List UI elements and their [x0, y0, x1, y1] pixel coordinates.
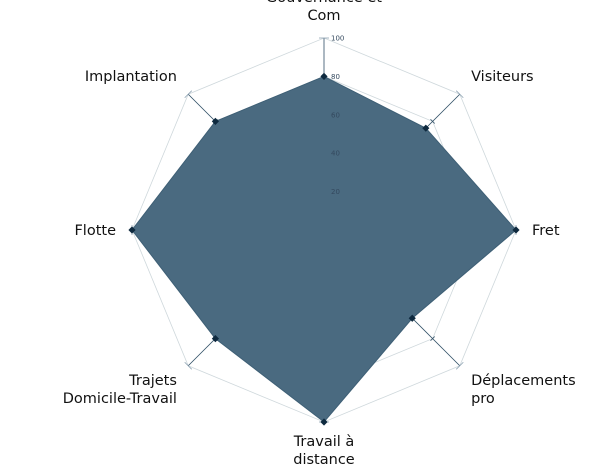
axis-tick-mark [184, 361, 193, 370]
tick-label: 40 [331, 150, 340, 158]
axis-label: Visiteurs [471, 69, 534, 85]
axis-label: pro [471, 391, 495, 407]
axis-tick-mark [455, 361, 464, 370]
data-point [422, 124, 430, 132]
axis-label: Flotte [74, 223, 116, 239]
tick-label: 80 [331, 73, 340, 81]
axis-label: Fret [532, 223, 560, 239]
tick-label: 60 [331, 111, 340, 119]
data-point [320, 418, 328, 426]
axis-tick-mark [184, 90, 193, 99]
axis-label: Travail à [293, 434, 355, 450]
axis-tick-mark [430, 336, 436, 342]
data-point [211, 335, 219, 343]
axis-label: Gouvernance et [266, 0, 382, 6]
radar-series [128, 72, 520, 426]
axis-tick-mark [430, 118, 436, 124]
tick-label: 100 [331, 35, 344, 43]
data-point [512, 226, 520, 234]
data-point [408, 314, 416, 322]
data-point [320, 72, 328, 80]
axis-label: Com [307, 8, 340, 24]
tick-label: 20 [331, 188, 340, 196]
axis-tick-mark [455, 90, 464, 99]
axis-label: Trajets [128, 373, 177, 389]
axis-label: Déplacements [471, 373, 576, 389]
axis-label: distance [293, 452, 355, 468]
series-area [131, 75, 517, 423]
data-point [128, 226, 136, 234]
radial-tick-labels: 20 40 60 80 100 [331, 35, 344, 197]
axis-label: Implantation [85, 69, 177, 85]
axis-label: Domicile-Travail [63, 391, 177, 407]
radar-axis-labels: Gouvernance et Com Visiteurs Fret Déplacemen… [63, 0, 576, 468]
data-point [211, 117, 219, 125]
